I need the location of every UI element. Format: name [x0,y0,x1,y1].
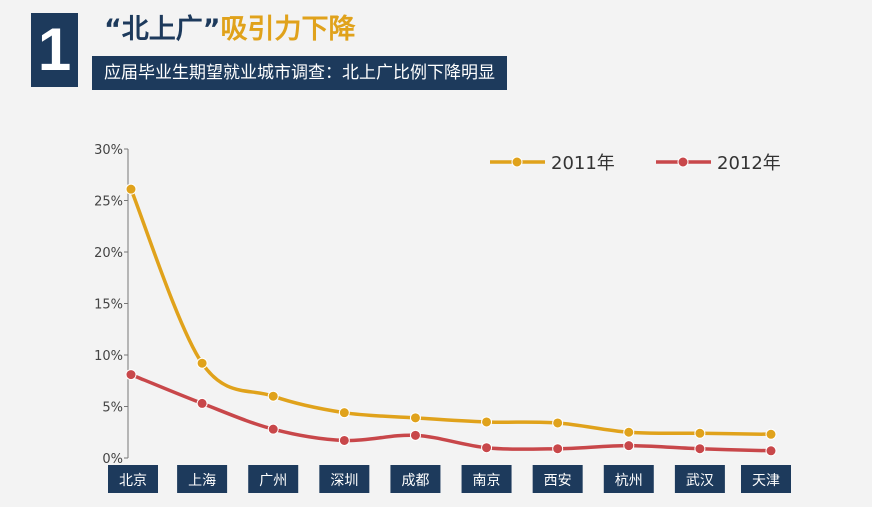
y-tick-label: 15% [94,298,123,313]
x-category-label: 西安 [544,473,572,489]
title-quoted-part: “北上广” [104,14,221,45]
x-category-label: 北京 [119,473,147,489]
legend-marker [511,156,523,168]
data-point [338,407,350,419]
x-category-box [532,465,583,493]
data-point [694,427,706,439]
x-category-label: 广州 [259,473,287,489]
data-point [765,428,777,440]
data-point [481,416,493,428]
x-category-box [177,465,228,493]
data-point [694,443,706,455]
x-category-label: 杭州 [615,473,643,489]
x-category-label: 南京 [473,473,501,489]
data-point [552,417,564,429]
x-category-box [108,465,158,493]
y-tick-label: 5% [102,401,123,416]
data-point [409,412,421,424]
page-subtitle: 应届毕业生期望就业城市调查：北上广比例下降明显 [92,56,507,90]
data-point [623,440,635,452]
series-line [129,372,773,453]
data-point [409,429,421,441]
y-tick-label: 20% [94,246,123,261]
data-point [125,183,137,195]
data-point [196,397,208,409]
x-category-box [461,465,512,493]
x-category-label: 成都 [401,473,429,489]
data-point [267,390,279,402]
x-category-box [390,465,441,493]
x-category-box [603,465,654,493]
section-number-badge: 1 [31,13,78,87]
data-point [481,442,493,454]
x-category-box [248,465,299,493]
y-tick-label: 25% [94,195,123,210]
x-category-label: 深圳 [330,473,358,489]
legend-marker [677,156,689,168]
data-point [125,369,137,381]
data-point [196,357,208,369]
data-point [765,445,777,457]
x-category-label: 上海 [188,473,216,489]
y-tick-label: 0% [102,452,123,467]
x-category-label: 武汉 [686,473,714,489]
data-point [552,443,564,455]
x-category-box [741,465,791,493]
x-category-box [319,465,370,493]
data-point [267,423,279,435]
y-tick-label: 30% [94,143,123,158]
x-category-label: 天津 [752,473,780,489]
x-category-box [674,465,725,493]
title-accent-part: 吸引力下降 [220,14,356,45]
series-line [129,187,773,437]
y-tick-label: 10% [94,349,123,364]
legend-label: 2012年 [717,153,781,174]
data-point [623,426,635,438]
page-title: “北上广”吸引力下降 [104,10,356,50]
legend-label: 2011年 [551,153,615,174]
data-point [338,434,350,446]
